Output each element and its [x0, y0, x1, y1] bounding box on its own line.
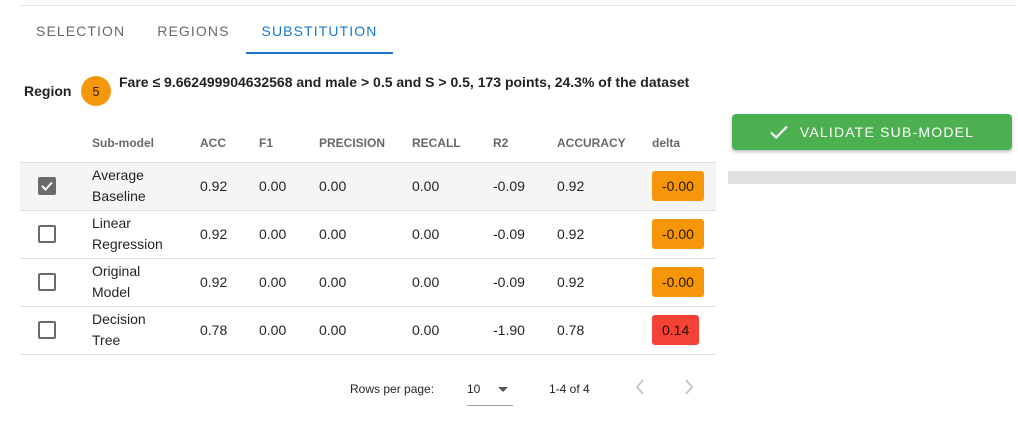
cell-r2: -1.90 [493, 322, 525, 338]
cell-recall: 0.00 [412, 322, 440, 338]
region-number-badge: 5 [81, 76, 111, 106]
header-delta[interactable]: delta [652, 135, 681, 150]
check-icon [770, 125, 788, 139]
cell-delta: -0.00 [652, 210, 716, 258]
page-range: 1-4 of 4 [549, 382, 590, 396]
header-f1[interactable]: F1 [259, 135, 274, 150]
cell-f1: 0.00 [259, 322, 287, 338]
tab-regions[interactable]: REGIONS [157, 23, 230, 39]
cell-accuracy: 0.92 [557, 226, 585, 242]
cell-precision: 0.00 [319, 226, 347, 242]
rows-per-page-label: Rows per page: [350, 382, 435, 396]
top-divider [20, 5, 1016, 6]
header-recall[interactable]: RECALL [412, 135, 461, 150]
region-label: Region [24, 83, 72, 99]
cell-acc: 0.92 [200, 274, 228, 290]
delta-badge: -0.00 [652, 171, 704, 201]
sub-model-table: Sub-model ACC F1 PRECISION RECALL R2 ACC… [20, 124, 716, 355]
header-precision[interactable]: PRECISION [319, 135, 386, 150]
tab-bar: SELECTION REGIONS SUBSTITUTION [20, 8, 394, 54]
cell-sub-model: Original Model [92, 263, 141, 300]
row-checkbox[interactable] [38, 273, 56, 291]
table-header-row: Sub-model ACC F1 PRECISION RECALL R2 ACC… [20, 124, 716, 162]
cell-sub-model: Linear Regression [92, 215, 163, 252]
cell-recall: 0.00 [412, 226, 440, 242]
cell-accuracy: 0.78 [557, 322, 585, 338]
cell-acc: 0.92 [200, 226, 228, 242]
cell-precision: 0.00 [319, 274, 347, 290]
dropdown-arrow-icon [498, 387, 508, 392]
cell-sub-model: Average Baseline [92, 167, 146, 204]
cell-f1: 0.00 [259, 226, 287, 242]
validate-button-label: VALIDATE SUB-MODEL [799, 124, 975, 140]
region-description: Fare ≤ 9.662499904632568 and male > 0.5 … [119, 74, 690, 90]
rows-per-page-value: 10 [467, 382, 481, 396]
row-checkbox-checked[interactable] [38, 177, 56, 195]
checkbox-cell [20, 210, 92, 258]
checkbox-cell [20, 258, 92, 306]
row-checkbox[interactable] [38, 225, 56, 243]
row-checkbox[interactable] [38, 321, 56, 339]
cell-recall: 0.00 [412, 274, 440, 290]
table-row[interactable]: Decision Tree 0.78 0.00 0.00 0.00 -1.90 0.78 0.… [20, 306, 716, 354]
progress-bar [728, 171, 1016, 184]
cell-r2: -0.09 [493, 178, 525, 194]
tab-selection[interactable]: SELECTION [36, 23, 126, 39]
cell-acc: 0.92 [200, 178, 228, 194]
cell-sub-model: Decision Tree [92, 311, 146, 348]
checkbox-cell [20, 306, 92, 354]
delta-badge: -0.00 [652, 267, 704, 297]
cell-f1: 0.00 [259, 274, 287, 290]
checkmark-icon [41, 181, 53, 191]
cell-accuracy: 0.92 [557, 178, 585, 194]
cell-r2: -0.09 [493, 226, 525, 242]
checkbox-cell [20, 162, 92, 210]
cell-delta: -0.00 [652, 258, 716, 306]
tab-substitution[interactable]: SUBSTITUTION [245, 8, 394, 54]
delta-badge: 0.14 [652, 315, 700, 345]
header-accuracy[interactable]: ACCURACY [557, 135, 626, 150]
header-acc[interactable]: ACC [200, 135, 226, 150]
cell-precision: 0.00 [319, 322, 347, 338]
table-row[interactable]: Average Baseline 0.92 0.00 0.00 0.00 -0.09 0.9… [20, 162, 716, 210]
cell-delta: 0.14 [652, 306, 716, 354]
header-r2[interactable]: R2 [493, 135, 509, 150]
header-sub-model[interactable]: Sub-model [92, 135, 154, 150]
cell-recall: 0.00 [412, 178, 440, 194]
table-row[interactable]: Original Model 0.92 0.00 0.00 0.00 -0.09 0.92 -… [20, 258, 716, 306]
previous-page-icon[interactable] [634, 378, 646, 396]
cell-acc: 0.78 [200, 322, 228, 338]
rows-per-page-select[interactable]: 10 [467, 374, 513, 406]
cell-delta: -0.00 [652, 162, 716, 210]
delta-badge: -0.00 [652, 219, 704, 249]
table-row[interactable]: Linear Regression 0.92 0.00 0.00 0.00 -0.09 0.… [20, 210, 716, 258]
cell-r2: -0.09 [493, 274, 525, 290]
table-pagination: Rows per page: 10 1-4 of 4 [20, 368, 716, 408]
cell-accuracy: 0.92 [557, 274, 585, 290]
cell-f1: 0.00 [259, 178, 287, 194]
header-checkbox-cell [20, 124, 92, 162]
next-page-icon[interactable] [683, 378, 695, 396]
cell-precision: 0.00 [319, 178, 347, 194]
validate-sub-model-button[interactable]: VALIDATE SUB-MODEL [732, 114, 1012, 150]
